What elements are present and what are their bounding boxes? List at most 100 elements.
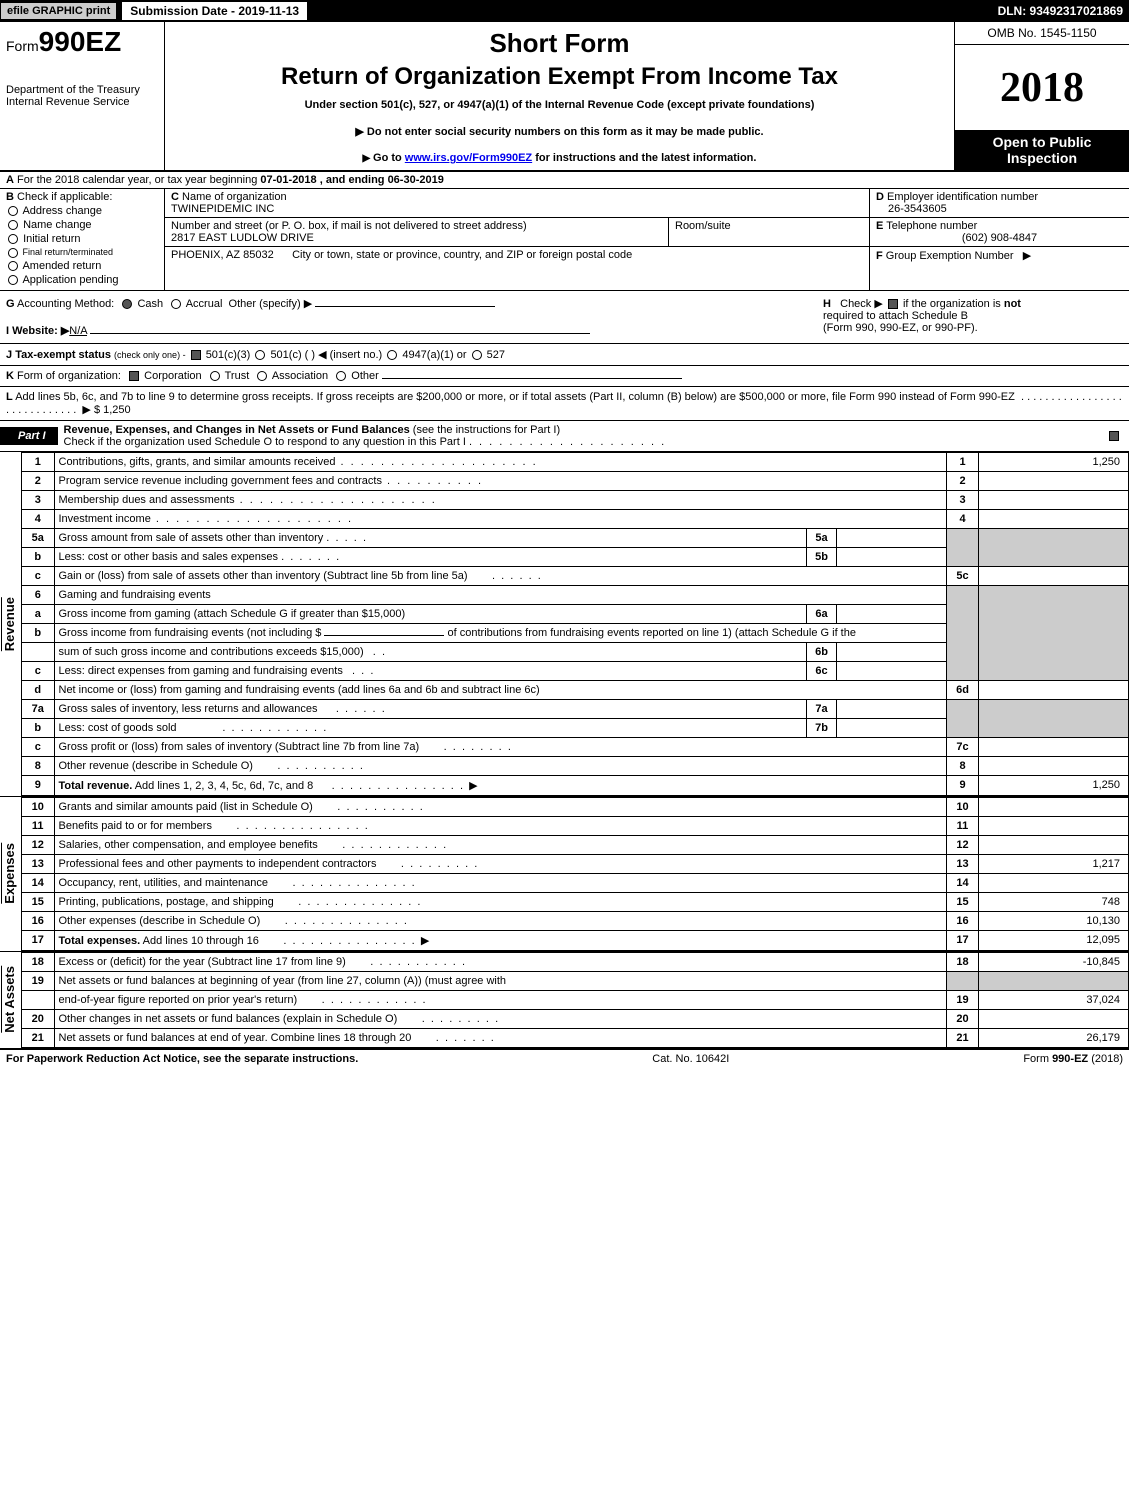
- line-num: 13: [947, 854, 979, 873]
- irs-link[interactable]: www.irs.gov/Form990EZ: [405, 152, 532, 164]
- chk-name-change[interactable]: Name change: [6, 219, 158, 231]
- radio-cash[interactable]: [122, 299, 132, 309]
- chk-501c[interactable]: [255, 350, 265, 360]
- chk-assoc[interactable]: [257, 371, 267, 381]
- ln: b: [22, 718, 54, 737]
- chk-corp[interactable]: [129, 371, 139, 381]
- amount: [979, 1009, 1129, 1028]
- instr-goto: ▶ Go to www.irs.gov/Form990EZ for instru…: [171, 152, 948, 164]
- other-input[interactable]: [315, 306, 495, 307]
- line-num: 2: [947, 471, 979, 490]
- amount: 26,179: [979, 1028, 1129, 1047]
- chk-amended[interactable]: Amended return: [6, 260, 158, 272]
- header-left: Form990EZ Department of the Treasury Int…: [0, 22, 165, 170]
- desc: Less: cost of goods sold . . . . . . . .…: [54, 718, 807, 737]
- sub-val: [837, 699, 947, 718]
- line-num: 11: [947, 816, 979, 835]
- line-num: 4: [947, 509, 979, 528]
- desc: Other revenue (describe in Schedule O) .…: [54, 756, 947, 775]
- amount: [979, 566, 1129, 585]
- part1-title: Revenue, Expenses, and Changes in Net As…: [58, 421, 673, 451]
- efile-print-button[interactable]: efile GRAPHIC print: [0, 2, 117, 20]
- line-13: 13Professional fees and other payments t…: [22, 854, 1129, 873]
- cell-f: F Group Exemption Number ▶: [870, 247, 1129, 264]
- desc: Excess or (deficit) for the year (Subtra…: [54, 952, 947, 971]
- blank[interactable]: [324, 635, 444, 636]
- row-gh: G Accounting Method: Cash Accrual Other …: [0, 291, 1129, 344]
- section-bcdef: B Check if applicable: Address change Na…: [0, 189, 1129, 291]
- sub-val: [837, 604, 947, 623]
- chk-h[interactable]: [888, 299, 898, 309]
- chk-label: Initial return: [23, 233, 80, 245]
- sub-num: 6c: [807, 661, 837, 680]
- city-val: PHOENIX, AZ 85032: [171, 249, 274, 261]
- line-20: 20Other changes in net assets or fund ba…: [22, 1009, 1129, 1028]
- amount: 12,095: [979, 930, 1129, 950]
- opt-accrual: Accrual: [186, 298, 223, 310]
- sub-val: [837, 718, 947, 737]
- grey: [979, 528, 1129, 566]
- chk-address-change[interactable]: Address change: [6, 205, 158, 217]
- j-sub: (check only one) -: [114, 350, 186, 360]
- line-num: 10: [947, 797, 979, 816]
- desc: Other expenses (describe in Schedule O) …: [54, 911, 947, 930]
- footer-mid: Cat. No. 10642I: [652, 1053, 729, 1065]
- website-value: N/A: [69, 325, 87, 337]
- part1-sub: Check if the organization used Schedule …: [64, 436, 466, 448]
- chk-trust[interactable]: [210, 371, 220, 381]
- room-suite: Room/suite: [669, 218, 869, 246]
- part1-check[interactable]: [1107, 430, 1121, 442]
- desc: end-of-year figure reported on prior yea…: [54, 990, 947, 1009]
- line-18: 18Excess or (deficit) for the year (Subt…: [22, 952, 1129, 971]
- expenses-vert: Expenses: [0, 797, 22, 951]
- footer-left: For Paperwork Reduction Act Notice, see …: [6, 1053, 358, 1065]
- amount: 37,024: [979, 990, 1129, 1009]
- chk-app-pending[interactable]: Application pending: [6, 274, 158, 286]
- chk-501c3[interactable]: [191, 350, 201, 360]
- expenses-section: Expenses 10Grants and similar amounts pa…: [0, 797, 1129, 952]
- line-num: 1: [947, 452, 979, 471]
- sec-a-pre: For the 2018 calendar year, or tax year …: [17, 174, 260, 186]
- grp-ex-label: Group Exemption Number: [886, 250, 1014, 262]
- chk-other[interactable]: [336, 371, 346, 381]
- k-text: Form of organization:: [17, 370, 121, 382]
- label-c: C: [171, 191, 179, 203]
- ln: 1: [22, 452, 54, 471]
- radio-accrual[interactable]: [171, 299, 181, 309]
- sub-num: 6b: [807, 642, 837, 661]
- open-line1: Open to Public: [959, 134, 1125, 150]
- revenue-vert: Revenue: [0, 452, 22, 796]
- check-if: Check if applicable:: [17, 191, 112, 203]
- k-other-line: [382, 378, 682, 379]
- line-14: 14Occupancy, rent, utilities, and mainte…: [22, 873, 1129, 892]
- grey: [947, 585, 979, 680]
- line-3: 3 Membership dues and assessments 3: [22, 490, 1129, 509]
- chk-527[interactable]: [472, 350, 482, 360]
- chk-4947[interactable]: [387, 350, 397, 360]
- l-text: Add lines 5b, 6c, and 7b to line 9 to de…: [15, 391, 1015, 403]
- chk-label: Application pending: [22, 274, 118, 286]
- revenue-section: Revenue 1 Contributions, gifts, grants, …: [0, 452, 1129, 797]
- chk-label: Amended return: [22, 260, 101, 272]
- h-check: Check ▶: [840, 298, 883, 310]
- ln: 15: [22, 892, 54, 911]
- label-f: F: [876, 250, 883, 262]
- ln: [22, 642, 54, 661]
- grey: [947, 699, 979, 737]
- desc: Gaming and fundraising events: [54, 585, 947, 604]
- chk-initial-return[interactable]: Initial return: [6, 233, 158, 245]
- grey: [979, 971, 1129, 990]
- line-num: 19: [947, 990, 979, 1009]
- part1-header: Part I Revenue, Expenses, and Changes in…: [0, 421, 1129, 452]
- h-not: not: [1004, 298, 1021, 310]
- name-label: Name of organization: [182, 191, 287, 203]
- chk-final-return[interactable]: Final return/terminated: [6, 247, 158, 258]
- line-6: 6 Gaming and fundraising events: [22, 585, 1129, 604]
- expenses-label: Expenses: [1, 843, 21, 904]
- desc: Occupancy, rent, utilities, and maintena…: [54, 873, 947, 892]
- footer-right: Form 990-EZ (2018): [1023, 1053, 1123, 1065]
- line-num: 6d: [947, 680, 979, 699]
- opt-501c3: 501(c)(3): [206, 349, 251, 361]
- section-a: A For the 2018 calendar year, or tax yea…: [0, 172, 1129, 189]
- dept-treasury: Department of the Treasury: [6, 84, 158, 96]
